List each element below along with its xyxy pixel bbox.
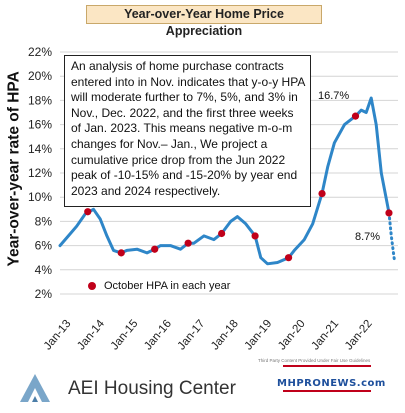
chart-title: Year-over-Year Home Price Appreciation xyxy=(86,5,322,38)
october-point xyxy=(318,189,326,198)
x-tick-label: Jan-20 xyxy=(276,318,308,353)
footer-org-name: AEI Housing Center xyxy=(68,378,236,399)
y-tick-label: 2% xyxy=(35,287,53,301)
y-tick-label: 18% xyxy=(28,93,52,107)
legend: October HPA in each year xyxy=(88,280,230,292)
october-point xyxy=(151,245,159,253)
x-tick-label: Jan-18 xyxy=(209,318,241,353)
x-tick-labels: Jan-13 Jan-14 Jan-15 Jan-16 Jan-17 Jan-18 Jan-… xyxy=(42,317,375,352)
october-point xyxy=(351,112,360,120)
october-points xyxy=(84,112,393,262)
october-point xyxy=(251,232,259,240)
hpa-series-line xyxy=(58,96,391,266)
x-tick-label: Jan-21 xyxy=(310,318,342,353)
logo-rule xyxy=(283,365,371,367)
y-axis-label: Year-over-year rate of HPA xyxy=(5,71,23,267)
y-tick-label: 10% xyxy=(28,190,52,204)
projection-line xyxy=(387,211,397,264)
aei-logo-icon xyxy=(20,374,50,402)
y-tick-label: 6% xyxy=(35,239,53,253)
logo-rule xyxy=(283,390,371,392)
x-tick-label: Jan-22 xyxy=(343,318,375,353)
october-point xyxy=(184,239,192,247)
legend-dot-icon xyxy=(88,282,96,290)
y-tick-label: 12% xyxy=(28,166,52,180)
annotation-end-value: 8.7% xyxy=(355,231,381,243)
october-point xyxy=(385,209,393,217)
annotation-peak-value: 16.7% xyxy=(318,90,350,102)
x-tick-label: Jan-13 xyxy=(42,318,74,353)
october-point xyxy=(117,249,125,257)
annotation-box: An analysis of home purchase contracts e… xyxy=(64,55,311,207)
mhpronews-badge: MHPRONEWS.com xyxy=(277,378,386,389)
x-tick-label: Jan-16 xyxy=(142,318,174,353)
x-tick-label: Jan-14 xyxy=(75,317,107,352)
x-tick-label: Jan-19 xyxy=(243,318,275,353)
y-tick-labels: 2% 4% 6% 8% 10% 12% 14% 16% 18% 20% 22% xyxy=(28,45,52,301)
series-lines xyxy=(58,96,397,266)
october-point xyxy=(84,208,92,216)
october-point xyxy=(284,254,293,262)
x-tick-label: Jan-15 xyxy=(109,318,141,353)
y-tick-label: 16% xyxy=(28,118,52,132)
mhpronews-logo: MHPRONEWS.com xyxy=(277,364,386,400)
october-point xyxy=(218,229,226,238)
y-tick-label: 4% xyxy=(35,263,53,277)
legend-label: October HPA in each year xyxy=(104,280,231,292)
fair-use-credit: Third Party Content Provided Under Fair … xyxy=(258,358,371,363)
y-tick-label: 20% xyxy=(28,69,52,83)
x-tick-label: Jan-17 xyxy=(176,318,208,353)
y-tick-label: 8% xyxy=(35,214,53,228)
y-tick-label: 14% xyxy=(28,142,52,156)
y-tick-label: 22% xyxy=(28,45,52,59)
